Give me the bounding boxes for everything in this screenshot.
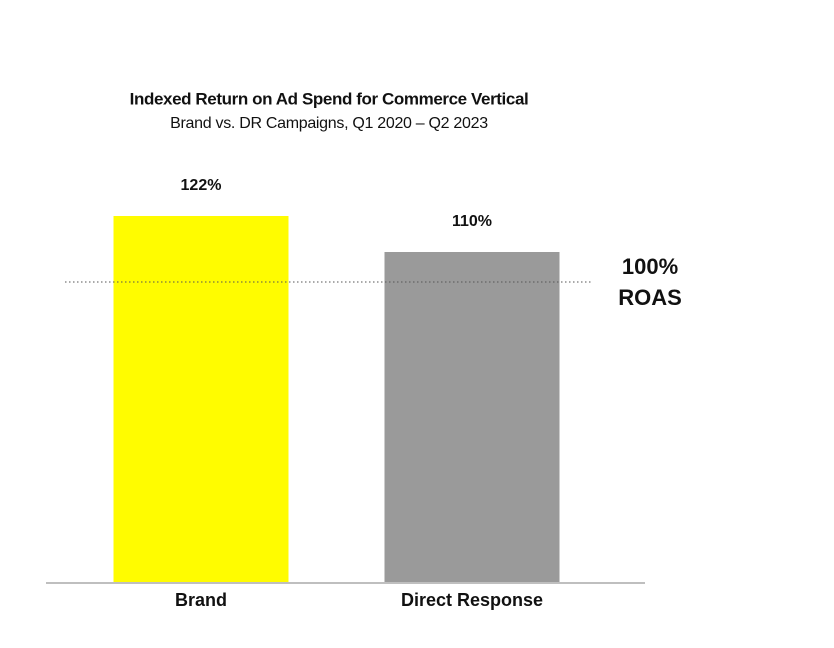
reference-label: ROAS [618,285,682,310]
chart-title: Indexed Return on Ad Spend for Commerce … [130,89,529,108]
bar [384,252,560,582]
reference-label: 100% [622,254,678,279]
value-label: 110% [452,213,492,230]
chart-subtitle: Brand vs. DR Campaigns, Q1 2020 – Q2 202… [170,115,488,132]
bar [113,216,289,582]
value-label: 122% [181,177,222,194]
x-tick-label: Direct Response [401,590,543,610]
x-tick-label: Brand [175,590,227,610]
